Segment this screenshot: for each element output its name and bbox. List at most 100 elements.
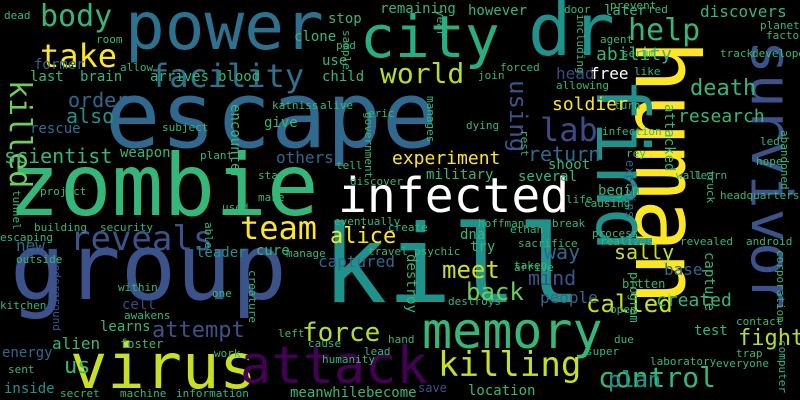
word-shoot: shoot	[548, 157, 591, 173]
word-causing: causing	[584, 197, 631, 210]
word-body: body	[40, 0, 113, 34]
word-stop: stop	[328, 11, 362, 27]
word-facility: facility	[150, 57, 305, 95]
word-created: created	[656, 290, 732, 311]
word-alive: alive	[320, 99, 354, 112]
word-contact: contact	[736, 315, 783, 328]
word-learns: learns	[100, 319, 151, 335]
word-alien: alien	[52, 334, 101, 353]
word-several: several	[518, 169, 578, 185]
word-fight: fight	[738, 326, 800, 351]
word-including: including	[574, 14, 587, 74]
word-reveals: reveals	[70, 219, 214, 259]
word-escaping: escaping	[0, 231, 53, 244]
word-remaining: remaining	[380, 1, 456, 17]
word-one: one	[212, 287, 232, 300]
word-able: able	[202, 222, 215, 249]
word-people: people	[540, 288, 598, 307]
word-allow: allow	[120, 61, 154, 74]
word-cause: cause	[308, 337, 342, 350]
word-used: used	[222, 201, 249, 214]
word-manage: manage	[286, 247, 326, 260]
word-arrive: arrive	[514, 261, 554, 274]
word-later: later	[604, 3, 647, 19]
word-realizes: realizes	[600, 235, 653, 248]
word-force: force	[302, 318, 381, 348]
word-meanwhile: meanwhile	[290, 385, 366, 400]
word-cure: cure	[256, 243, 290, 259]
word-join: join	[478, 69, 505, 82]
word-secret: secret	[60, 387, 100, 400]
word-left: left	[278, 327, 305, 340]
word-capture: capture	[701, 252, 717, 312]
word-dr: dr	[528, 0, 615, 72]
word-open: open	[610, 303, 637, 316]
word-forced: forced	[500, 61, 540, 74]
word-information: information	[176, 387, 249, 400]
word-killing: killing	[438, 345, 582, 385]
word-cell: cell	[122, 297, 156, 313]
word-meet: meet	[442, 256, 500, 284]
word-led: led	[760, 135, 780, 148]
word-machine: machine	[120, 387, 167, 400]
word-android: android	[746, 235, 793, 248]
word-try: try	[470, 239, 496, 255]
word-others: others	[276, 148, 334, 167]
word-former: former	[34, 57, 85, 73]
word-rey: rey	[626, 147, 646, 160]
word-kitchen: kitchen	[0, 299, 47, 312]
word-hand: hand	[388, 333, 415, 346]
word-inside: inside	[4, 381, 55, 397]
word-new: new	[16, 236, 45, 255]
word-agent: agent	[600, 33, 634, 46]
word-humanity: humanity	[322, 353, 375, 366]
word-ability: ability	[596, 44, 672, 65]
word-infected: infected	[338, 168, 570, 224]
word-abandoned: abandoned	[778, 130, 791, 190]
word-corporation: corporation	[774, 250, 787, 323]
word-track: track	[720, 47, 754, 60]
word-destroys: destroys	[448, 295, 501, 308]
word-within: within	[118, 281, 158, 294]
word-virus: virus	[70, 330, 257, 400]
word-arrives: arrives	[150, 69, 210, 85]
word-tell: tell	[336, 159, 363, 172]
word-plan: plan	[608, 368, 661, 393]
word-rescue: rescue	[30, 121, 81, 137]
word-attempt: attempt	[152, 318, 245, 343]
word-also: also	[66, 104, 115, 128]
word-save: save	[418, 381, 447, 395]
word-life: life	[566, 193, 593, 206]
word-headquarters: headquarters	[720, 189, 800, 202]
word-dna: dna	[460, 227, 486, 243]
word-discover: discover	[350, 175, 403, 188]
word-everyone: everyone	[716, 357, 769, 370]
word-research: research	[678, 106, 765, 127]
word-dead: dead	[4, 9, 31, 22]
word-like: like	[634, 65, 661, 78]
word-soldier: soldier	[552, 94, 628, 115]
word-underground: underground	[50, 258, 63, 331]
word-truck: truck	[704, 170, 717, 204]
word-taken: taken	[514, 259, 548, 272]
word-laboratory: laboratory	[650, 355, 717, 368]
word-use: use	[322, 53, 348, 69]
word-brain: brain	[80, 69, 123, 85]
word-eventually: eventually	[334, 215, 401, 228]
word-year: year	[434, 10, 447, 37]
word-rest: rest	[518, 130, 531, 157]
word-sally: sally	[614, 240, 675, 264]
word-lab: lab	[540, 111, 598, 149]
word-katniss: katniss	[272, 99, 319, 112]
word-help: help	[628, 13, 701, 48]
word-government: government	[362, 112, 375, 179]
word-allowing: allowing	[556, 79, 609, 92]
word-order: order	[68, 88, 129, 112]
word-team: team	[240, 209, 318, 247]
word-subject: subject	[162, 121, 209, 134]
word-red: red	[648, 3, 668, 16]
word-manages: manages	[424, 96, 437, 143]
word-control: control	[598, 361, 717, 394]
word-due: due	[614, 333, 634, 346]
